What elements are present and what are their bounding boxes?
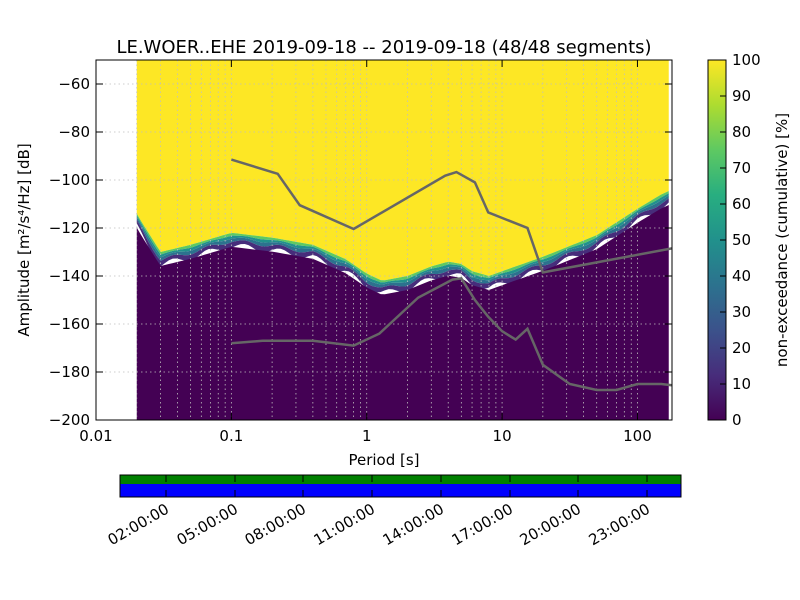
y-tick-label: −160	[49, 315, 90, 333]
colorbar-tick-label: 80	[732, 123, 751, 141]
heatmap-transition-band	[136, 195, 669, 288]
y-tick-label: −100	[49, 171, 90, 189]
timeline-tick-label: 11:00:00	[311, 500, 378, 549]
timeline-tick-label: 14:00:00	[380, 500, 447, 549]
colorbar-tick-label: 50	[732, 231, 751, 249]
x-axis-label: Period [s]	[348, 451, 419, 469]
plot-area: 0.01 0.1 1 10 100 −60 −80 −100 −120 −140 −160 −180…	[15, 59, 673, 469]
timeline-tick-label: 20:00:00	[517, 500, 584, 549]
y-tick-label: −200	[49, 411, 90, 429]
timeline-tick-label: 17:00:00	[449, 500, 516, 549]
y-tick-label: −140	[49, 267, 90, 285]
colorbar-ticks: 0 10 20 30 40 50 60 70 80 90 100	[720, 51, 761, 429]
y-tick-label: −180	[49, 363, 90, 381]
heatmap-transition-band	[136, 198, 669, 293]
heatmap-transition-band	[136, 191, 669, 283]
timeline-data-bar	[120, 484, 681, 497]
plot-frame	[95, 59, 673, 421]
grid	[96, 60, 672, 420]
heatmap-high-region	[136, 60, 669, 281]
colorbar-tick-label: 100	[732, 51, 761, 69]
y-tick-label: −80	[58, 123, 90, 141]
x-tick-label: 10	[493, 427, 512, 445]
heatmap	[136, 60, 669, 420]
colorbar-tick-label: 0	[732, 411, 742, 429]
timeline-tick-label: 02:00:00	[105, 500, 172, 549]
timeline-frame	[119, 474, 682, 498]
heatmap-transition-band	[136, 193, 669, 285]
timeline: 02:00:00 05:00:00 08:00:00 11:00:00 14:00:00…	[105, 474, 682, 549]
colorbar-tick-label: 70	[732, 159, 751, 177]
series-lines	[230, 158, 672, 392]
colorbar: 0 10 20 30 40 50 60 70 80 90 100 non-exceedance (c…	[707, 51, 791, 429]
timeline-tick-label: 05:00:00	[174, 500, 241, 549]
x-tick-label: 100	[623, 427, 652, 445]
y-axis-label: Amplitude [m²/s⁴/Hz] [dB]	[15, 143, 33, 336]
x-axis-ticks: 0.01 0.1 1 10 100	[79, 60, 652, 445]
colorbar-tick-label: 20	[732, 339, 751, 357]
y-tick-label: −60	[58, 75, 90, 93]
x-tick-label: 1	[362, 427, 372, 445]
timeline-coverage-bar	[120, 475, 681, 484]
x-tick-label: 0.01	[79, 427, 112, 445]
colorbar-tick-label: 90	[732, 87, 751, 105]
colorbar-tick-label: 60	[732, 195, 751, 213]
chart-title: LE.WOER..EHE 2019-09-18 -- 2019-09-18 (4…	[116, 37, 651, 58]
x-tick-label: 0.1	[219, 427, 243, 445]
colorbar-tick-label: 40	[732, 267, 751, 285]
series-line	[231, 277, 672, 392]
y-axis-ticks: −60 −80 −100 −120 −140 −160 −180 −200	[49, 75, 672, 429]
series-line	[230, 158, 672, 274]
colorbar-label: non-exceedance (cumulative) [%]	[773, 113, 791, 367]
colorbar-tick-label: 10	[732, 375, 751, 393]
colorbar-tick-label: 30	[732, 303, 751, 321]
timeline-tick-label: 23:00:00	[586, 500, 653, 549]
timeline-tick-label: 08:00:00	[242, 500, 309, 549]
y-tick-label: −120	[49, 219, 90, 237]
